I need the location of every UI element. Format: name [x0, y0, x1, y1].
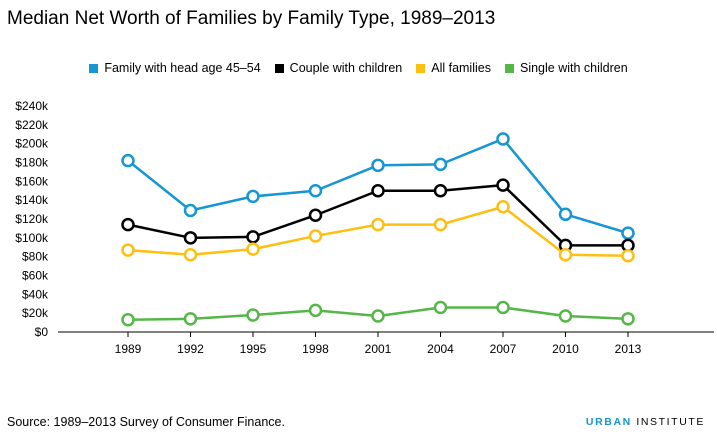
y-tick-label: $0 — [35, 325, 49, 339]
data-point — [371, 184, 385, 198]
x-tick-label: 1998 — [302, 342, 329, 356]
y-tick-label: $100k — [15, 231, 49, 245]
y-tick-label: $120k — [15, 212, 49, 226]
x-tick-label: 1995 — [240, 342, 267, 356]
legend-swatch — [504, 63, 514, 73]
y-tick-label: $80k — [22, 250, 49, 264]
data-point — [433, 184, 448, 198]
data-point — [183, 248, 198, 262]
legend-item: All families — [416, 61, 491, 75]
x-tick-label: 1989 — [115, 342, 142, 356]
chart-title: Median Net Worth of Families by Family T… — [7, 8, 496, 29]
data-point — [496, 132, 510, 146]
y-tick-label: $200k — [15, 137, 49, 151]
data-point — [308, 303, 323, 318]
data-point — [496, 300, 510, 315]
legend-label: Family with head age 45–54 — [104, 61, 261, 75]
y-tick-label: $220k — [15, 118, 49, 132]
y-tick-label: $40k — [22, 287, 49, 301]
data-point — [371, 309, 385, 323]
data-point — [183, 203, 198, 218]
logo-institute: INSTITUTE — [631, 416, 705, 428]
legend-swatch — [416, 63, 426, 73]
x-tick-label: 2001 — [365, 342, 392, 356]
legend-item: Single with children — [504, 61, 628, 75]
logo-urban: URBAN — [585, 416, 632, 428]
y-tick-label: $140k — [15, 193, 49, 207]
legend-label: Single with children — [519, 61, 628, 75]
data-point — [433, 217, 448, 232]
legend-item: Couple with children — [274, 61, 403, 75]
data-point — [246, 242, 260, 256]
legend-swatch — [274, 63, 284, 73]
data-point — [621, 226, 635, 240]
data-point — [621, 248, 635, 263]
x-tick-label: 1992 — [177, 342, 204, 356]
data-point — [308, 184, 323, 198]
x-tick-label: 2007 — [490, 342, 517, 356]
line-chart: $0 $20k $40k $60k $80k $100k $120k $140k $160k $1… — [15, 99, 714, 356]
data-point — [496, 178, 510, 192]
data-point — [121, 153, 135, 168]
legend-label: Couple with children — [289, 61, 403, 75]
data-point — [621, 312, 635, 326]
data-point — [433, 300, 448, 315]
data-point — [433, 157, 448, 172]
data-point — [183, 312, 198, 326]
y-tick-label: $240k — [15, 99, 49, 113]
data-point — [121, 217, 135, 232]
y-tick-label: $60k — [22, 269, 49, 283]
legend-item: Family with head age 45–54 — [89, 61, 261, 75]
data-point — [371, 158, 385, 173]
data-point — [558, 309, 573, 323]
x-tick-label: 2010 — [552, 342, 579, 356]
data-point — [308, 229, 323, 243]
data-point — [371, 217, 385, 232]
y-tick-label: $160k — [15, 174, 49, 188]
data-point — [558, 207, 573, 222]
data-point — [246, 230, 260, 244]
data-point — [246, 189, 260, 204]
chart-legend: Family with head age 45–54 Couple with ch… — [0, 61, 717, 75]
legend-label: All families — [431, 61, 491, 75]
data-point — [558, 248, 573, 262]
data-point — [246, 308, 260, 322]
x-tick-label: 2013 — [615, 342, 642, 356]
source-note: Source: 1989–2013 Survey of Consumer Fin… — [7, 415, 285, 429]
urban-institute-logo: URBAN INSTITUTE — [586, 416, 705, 428]
legend-swatch — [89, 63, 99, 73]
data-point — [121, 313, 135, 327]
data-point — [183, 231, 198, 245]
y-tick-label: $20k — [22, 306, 49, 320]
x-tick-label: 2004 — [427, 342, 454, 356]
data-point — [121, 243, 135, 257]
data-point — [496, 200, 510, 214]
y-tick-label: $180k — [15, 156, 49, 170]
data-point — [308, 208, 323, 222]
